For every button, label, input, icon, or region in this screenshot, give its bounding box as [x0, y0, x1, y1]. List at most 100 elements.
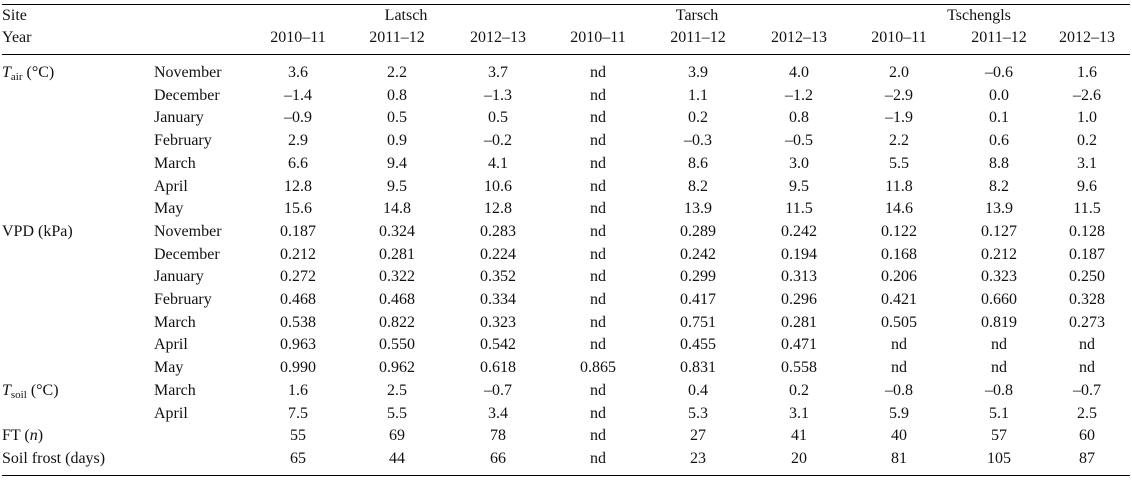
table-cell: nd — [590, 336, 606, 354]
table-cell: nd — [590, 313, 606, 331]
variable-symbol: T — [2, 381, 11, 399]
table-cell: 3.7 — [488, 64, 508, 81]
table-cell: nd — [590, 268, 606, 286]
year-header-label: Year — [2, 29, 32, 46]
table-cell: 0.168 — [881, 245, 917, 263]
table-cell: 2.5 — [387, 381, 407, 399]
variable-subscript: air — [10, 71, 23, 83]
month-label: May — [154, 200, 184, 218]
table-cell: –0.5 — [785, 132, 813, 150]
table-cell: 3.0 — [789, 154, 809, 172]
table-cell: 0.128 — [1069, 222, 1105, 240]
table-cell: 3.1 — [789, 404, 809, 422]
table-cell: 6.6 — [288, 154, 308, 172]
table-cell: 0.187 — [280, 222, 316, 240]
table-row: April 12.8 9.5 10.6 nd 8.2 9.5 11.8 8.2 9.6 — [2, 176, 1130, 199]
table-cell: 9.5 — [789, 177, 809, 195]
table-cell: 0.8 — [387, 86, 407, 104]
table-cell: 0.323 — [981, 268, 1017, 286]
month-label: March — [154, 381, 196, 399]
table-cell: 0.819 — [981, 313, 1017, 331]
table-cell: nd — [590, 291, 606, 308]
table-cell: 0.831 — [680, 359, 716, 377]
table-cell: nd — [1079, 336, 1095, 354]
table-cell: 0.550 — [379, 336, 415, 354]
header-rule — [2, 54, 1130, 55]
table-cell: 0.187 — [1069, 245, 1105, 263]
table-cell: 27 — [690, 427, 706, 445]
month-label: February — [154, 132, 212, 150]
table-cell: 9.5 — [387, 177, 407, 195]
month-label: April — [154, 177, 188, 195]
table-cell: 0.273 — [1069, 313, 1105, 331]
table-cell: 66 — [490, 449, 506, 467]
table-cell: 0.2 — [789, 381, 809, 399]
table-cell: –1.3 — [484, 86, 512, 104]
table-cell: 0.122 — [881, 222, 917, 240]
table-cell: 0.455 — [680, 336, 716, 354]
table-cell: 0.299 — [680, 268, 716, 286]
table-cell: 0.242 — [781, 222, 817, 240]
table-cell: nd — [590, 177, 606, 195]
table-cell: 0.421 — [881, 291, 917, 308]
table-cell: 3.9 — [688, 64, 708, 81]
table-cell: nd — [590, 86, 606, 104]
table-cell: 0.468 — [280, 291, 316, 308]
table-cell: 60 — [1079, 427, 1095, 445]
table-cell: 9.6 — [1077, 177, 1097, 195]
variable-label: VPD (kPa) — [2, 222, 73, 240]
table-cell: 3.6 — [288, 64, 308, 81]
month-label: November — [154, 222, 222, 240]
table-cell: 105 — [987, 449, 1011, 467]
table-row: Soil frost (days) 65 44 66 nd 23 20 81 105 87 — [2, 448, 1130, 471]
table-cell: 44 — [389, 449, 405, 467]
table-cell: –0.8 — [985, 381, 1013, 399]
variable-subscript: soil — [10, 388, 27, 401]
table-cell: 20 — [791, 449, 807, 467]
table-cell: 0.4 — [688, 381, 708, 399]
table-cell: 0.352 — [480, 268, 516, 286]
year-header: 2012–13 — [771, 29, 827, 46]
table-cell: 0.471 — [781, 336, 817, 354]
table-cell: 5.1 — [989, 404, 1009, 422]
table-cell: –1.2 — [785, 86, 813, 104]
variable-label: Tsoil (°C) — [2, 380, 152, 406]
table-row: March 0.538 0.822 0.323 nd 0.751 0.281 0.505 0.8… — [2, 312, 1130, 335]
table-row: February 2.9 0.9 –0.2 nd –0.3 –0.5 2.2 0.6 0.2 — [2, 130, 1130, 153]
table-cell: 14.8 — [383, 200, 411, 218]
table-cell: 12.8 — [484, 200, 512, 218]
table-cell: 1.0 — [1077, 109, 1097, 127]
variable-symbol: n — [29, 427, 38, 445]
month-label: November — [154, 64, 222, 81]
table-cell: –0.2 — [484, 132, 512, 150]
table-cell: 0.283 — [480, 222, 516, 240]
table-cell: 0.334 — [480, 291, 516, 308]
table-cell: 0.194 — [781, 245, 817, 263]
table-cell: 2.5 — [1077, 404, 1097, 422]
table-cell: 10.6 — [484, 177, 512, 195]
table-row: VPD (kPa) November 0.187 0.324 0.283 nd 0.289 0… — [2, 221, 1130, 244]
table-cell: 55 — [290, 427, 306, 445]
table-cell: 0.323 — [480, 313, 516, 331]
table-cell: nd — [590, 449, 606, 467]
month-label: January — [154, 109, 204, 127]
table-cell: 0.212 — [280, 245, 316, 263]
table-cell: 0.962 — [379, 359, 415, 377]
table-cell: 0.822 — [379, 313, 415, 331]
table-cell: 40 — [891, 427, 907, 445]
table-cell: 0.2 — [1077, 132, 1097, 150]
table-cell: 1.6 — [288, 381, 308, 399]
year-header: 2010–11 — [270, 29, 326, 46]
table-cell: –1.9 — [885, 109, 913, 127]
table-cell: –0.3 — [684, 132, 712, 150]
table-row: December –1.4 0.8 –1.3 nd 1.1 –1.2 –2.9 0.0 –2.6 — [2, 85, 1130, 108]
variable-label: Tair (°C) — [2, 62, 152, 88]
year-header: 2010–11 — [570, 29, 626, 46]
table-cell: 0.289 — [680, 222, 716, 240]
table-row: December 0.212 0.281 0.224 nd 0.242 0.194 0.168… — [2, 244, 1130, 267]
bottom-rule — [2, 475, 1130, 476]
table-cell: 0.281 — [379, 245, 415, 263]
table-cell: 4.1 — [488, 154, 508, 172]
table-cell: 0.8 — [789, 109, 809, 127]
month-label: April — [154, 336, 188, 354]
